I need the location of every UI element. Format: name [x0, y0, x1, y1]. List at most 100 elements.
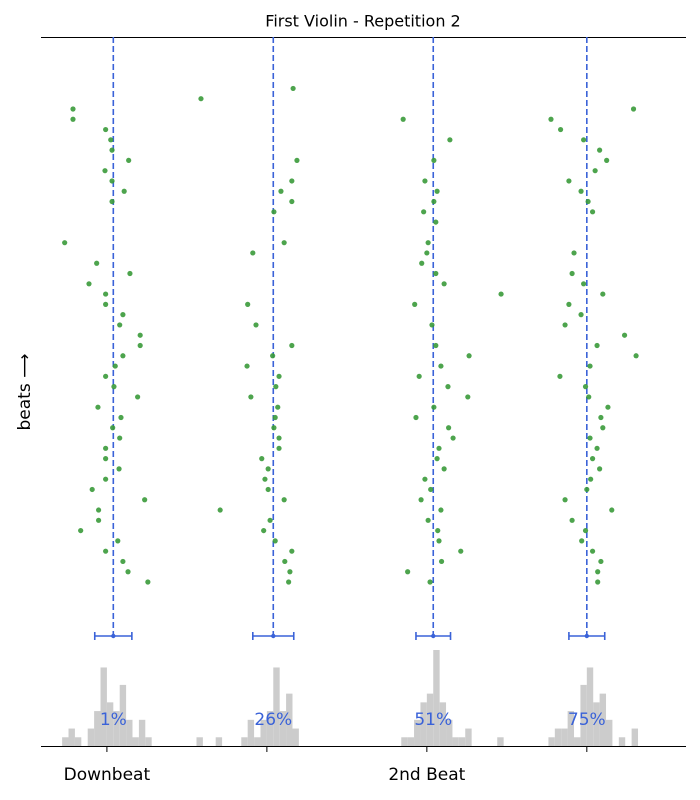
onset-point: [281, 240, 287, 246]
histogram-bar: [196, 737, 203, 746]
onset-point: [198, 96, 204, 102]
histogram-bar: [548, 737, 555, 746]
onset-point: [245, 301, 251, 307]
onset-point: [110, 425, 116, 431]
chart-title: First Violin - Repetition 2: [265, 12, 460, 31]
onset-point: [281, 497, 287, 503]
histogram-bar: [446, 719, 453, 746]
histogram-bar: [106, 702, 114, 746]
onset-point: [112, 363, 118, 369]
onset-point: [433, 342, 439, 349]
onset-point: [89, 486, 95, 493]
onset-point: [447, 137, 453, 143]
onset-point: [557, 126, 564, 133]
onset-point: [438, 507, 444, 513]
histogram-bar: [599, 693, 607, 746]
onset-point: [95, 507, 102, 513]
onset-point: [94, 260, 100, 266]
onset-point: [265, 466, 271, 472]
histogram-bar: [606, 719, 613, 746]
onset-point: [434, 188, 440, 194]
onset-point: [566, 301, 572, 307]
onset-point: [424, 250, 430, 256]
onset-point: [427, 579, 433, 585]
onset-point: [465, 394, 471, 400]
onset-point: [425, 517, 431, 523]
onset-point: [294, 157, 300, 163]
x-tick-label: Downbeat: [64, 765, 151, 785]
onset-point: [422, 476, 428, 482]
onset-point: [142, 497, 148, 503]
onset-point: [412, 301, 418, 307]
x-tick-label: 2nd Beat: [388, 765, 465, 785]
mean-point: [271, 633, 276, 639]
onset-point: [436, 538, 442, 544]
histogram-bar: [273, 667, 280, 746]
onset-point: [428, 486, 434, 493]
onset-point: [70, 116, 76, 122]
onset-point: [103, 291, 109, 297]
onset-point: [586, 394, 592, 400]
onset-point: [435, 527, 441, 534]
onset-point: [584, 486, 590, 493]
onset-point: [108, 137, 114, 143]
onset-point: [557, 373, 563, 379]
onset-point: [548, 116, 554, 122]
onset-point: [103, 126, 109, 133]
histogram-bar: [100, 667, 107, 746]
mean-point: [111, 633, 116, 639]
mean-label: 51%: [414, 710, 452, 730]
histogram-bar: [420, 702, 427, 746]
onset-point: [431, 198, 437, 205]
histogram-bar: [554, 728, 562, 746]
onset-point: [450, 435, 456, 441]
onset-point: [120, 312, 126, 318]
onset-point: [117, 435, 123, 441]
histogram-bar: [68, 728, 75, 746]
onset-point: [270, 353, 276, 359]
onset-point: [594, 445, 600, 451]
onset-point: [137, 332, 143, 338]
onset-point: [276, 435, 282, 441]
onset-point: [566, 178, 572, 184]
onset-point: [109, 178, 115, 184]
onset-point: [261, 527, 267, 534]
histogram-bar: [119, 684, 127, 746]
histogram-bar: [458, 737, 466, 746]
onset-point: [103, 456, 109, 462]
onset-point: [109, 147, 115, 153]
onset-point: [569, 270, 575, 277]
histogram-bar: [286, 693, 293, 746]
onset-point: [289, 178, 295, 184]
onset-point: [589, 548, 596, 554]
onset-point: [597, 466, 603, 472]
histogram-bar: [586, 667, 594, 746]
onset-point: [405, 569, 411, 575]
onset-point: [115, 538, 121, 544]
onset-point: [289, 198, 295, 205]
onset-point: [62, 240, 68, 246]
histogram-bar: [497, 737, 504, 746]
onset-point: [422, 178, 428, 184]
mean-label: 75%: [568, 710, 606, 730]
histogram-bar: [145, 737, 152, 746]
onset-point: [458, 548, 464, 554]
onset-point: [265, 486, 271, 493]
onset-point: [600, 291, 606, 297]
onset-point: [272, 538, 278, 544]
onset-point: [445, 384, 451, 390]
onset-point: [118, 414, 124, 421]
onset-point: [271, 209, 277, 215]
onset-point: [276, 373, 282, 379]
onset-point: [595, 569, 601, 575]
histogram-bar: [260, 719, 267, 746]
mean-label: 1%: [100, 710, 127, 730]
histogram-bar: [401, 737, 408, 746]
onset-point: [578, 188, 584, 194]
histogram-bar: [452, 737, 459, 746]
histogram-bar: [247, 719, 255, 746]
onset-point: [278, 188, 284, 194]
onset-point: [137, 342, 143, 349]
onset-point: [416, 373, 422, 379]
